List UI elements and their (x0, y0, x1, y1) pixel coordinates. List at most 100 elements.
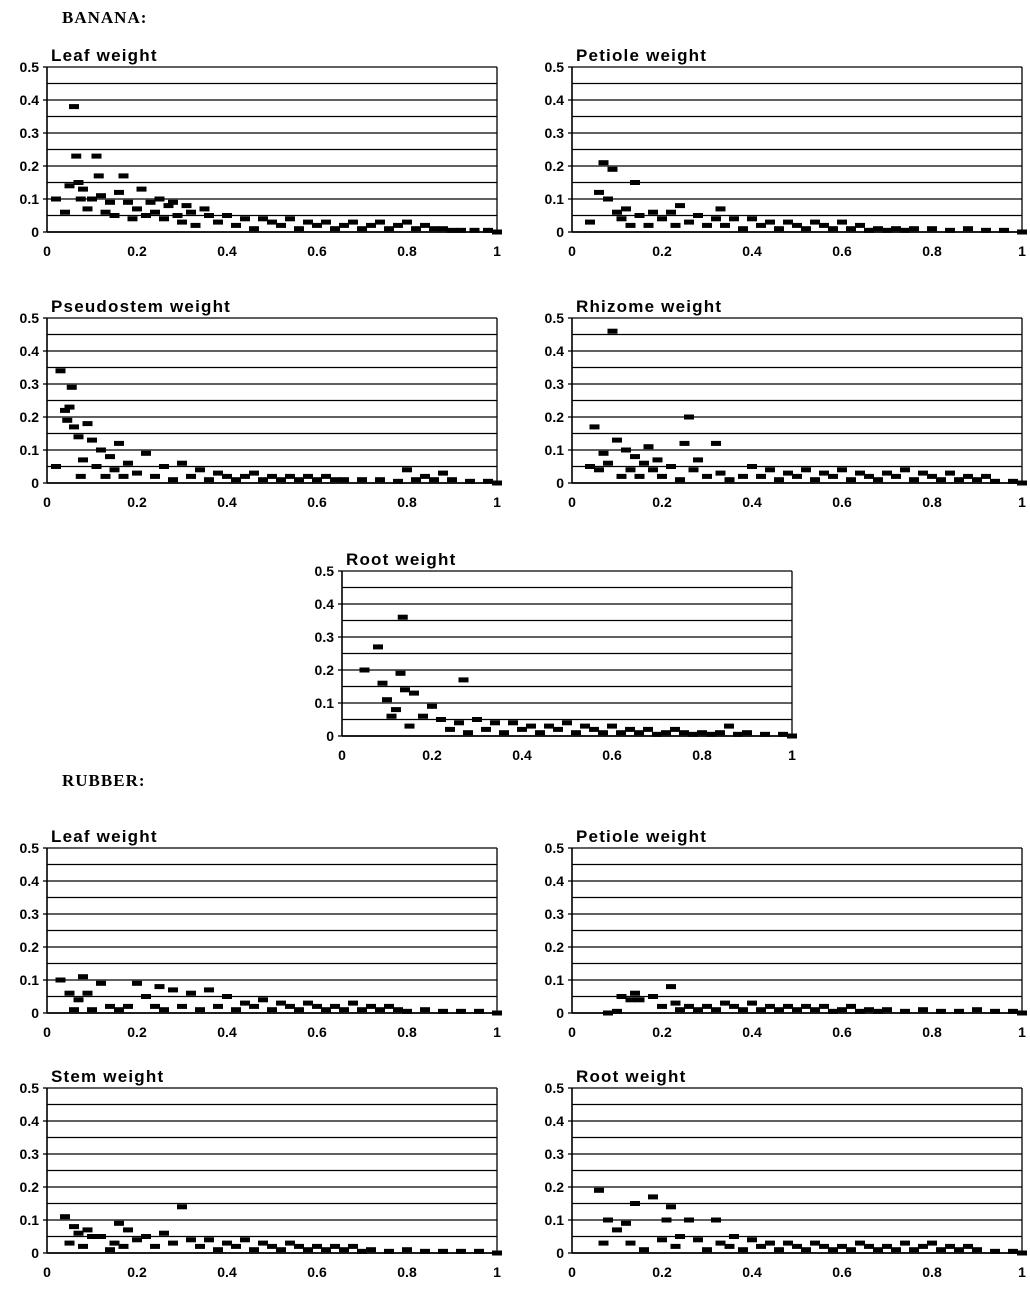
data-point (285, 1004, 295, 1009)
data-point (447, 228, 457, 233)
data-point (626, 997, 636, 1002)
data-point (258, 1241, 268, 1246)
data-point (445, 727, 455, 732)
y-tick-label: 0.3 (20, 1146, 40, 1162)
data-point (585, 464, 595, 469)
data-point (666, 1204, 676, 1209)
data-point (438, 1249, 448, 1254)
data-point (1017, 481, 1027, 486)
y-tick-label: 0.5 (20, 310, 40, 326)
data-point (339, 1007, 349, 1012)
data-point (616, 730, 626, 735)
y-tick-label: 0 (556, 1245, 564, 1261)
data-point (76, 474, 86, 479)
y-tick-label: 0.1 (20, 1212, 40, 1228)
data-point (626, 223, 636, 228)
data-point (711, 1007, 721, 1012)
data-point (411, 226, 421, 231)
data-point (648, 1194, 658, 1199)
data-point (571, 730, 581, 735)
data-point (393, 1007, 403, 1012)
data-point (132, 1237, 142, 1242)
data-point (599, 1241, 609, 1246)
data-point (828, 1009, 838, 1014)
data-point (249, 1004, 259, 1009)
data-point (675, 1007, 685, 1012)
data-point (738, 226, 748, 231)
data-point (648, 467, 658, 472)
data-point (492, 1251, 502, 1256)
data-point (617, 474, 627, 479)
data-point (418, 714, 428, 719)
data-point (662, 1218, 672, 1223)
data-point (608, 329, 618, 334)
data-point (429, 226, 439, 231)
x-tick-label: 0.6 (307, 1024, 327, 1040)
data-point (348, 1001, 358, 1006)
y-tick-label: 0.2 (20, 409, 40, 425)
chart-title: Root weight (576, 1067, 686, 1086)
data-point (339, 1247, 349, 1252)
data-point (267, 220, 277, 225)
data-point (321, 220, 331, 225)
data-point (231, 223, 241, 228)
data-point (105, 1004, 115, 1009)
data-point (177, 461, 187, 466)
data-point (132, 206, 142, 211)
data-point (1008, 1009, 1018, 1014)
data-point (828, 474, 838, 479)
x-tick-label: 0.4 (217, 1264, 237, 1280)
chart-svg: Petiole weight 0.5 0.4 0.3 0.2 0.1 00 0.2 0.4 0.6… (530, 826, 1030, 1051)
y-tick-label: 0.2 (315, 662, 335, 678)
data-point (918, 1244, 928, 1249)
x-tick-label: 0.4 (742, 243, 762, 259)
data-point (438, 1009, 448, 1014)
data-point (474, 1009, 484, 1014)
data-point (366, 1004, 376, 1009)
chart-title: Stem weight (51, 1067, 164, 1086)
data-point (774, 226, 784, 231)
data-point (716, 471, 726, 476)
data-point (51, 464, 61, 469)
data-point (599, 451, 609, 456)
data-point (585, 220, 595, 225)
data-point (765, 1241, 775, 1246)
data-point (990, 1009, 1000, 1014)
x-tick-label: 0.4 (217, 494, 237, 510)
y-tick-label: 0.5 (20, 840, 40, 856)
data-point (837, 1244, 847, 1249)
data-point (936, 477, 946, 482)
data-point (652, 732, 662, 737)
data-point (666, 984, 676, 989)
data-point (954, 1247, 964, 1252)
y-tick-label: 0.2 (545, 409, 565, 425)
data-point (71, 154, 81, 159)
data-point (92, 154, 102, 159)
data-point (927, 1241, 937, 1246)
data-point (891, 226, 901, 231)
x-tick-label: 0 (568, 1024, 576, 1040)
data-point (294, 1007, 304, 1012)
data-point (339, 477, 349, 482)
data-point (864, 1007, 874, 1012)
data-point (173, 213, 183, 218)
data-point (78, 187, 88, 192)
data-point (87, 438, 97, 443)
x-tick-label: 0 (43, 243, 51, 259)
x-tick-label: 0.8 (397, 1024, 417, 1040)
data-point (65, 1241, 75, 1246)
data-point (470, 228, 480, 233)
data-point (69, 104, 79, 109)
data-point (87, 197, 97, 202)
x-tick-label: 0.2 (652, 243, 672, 259)
x-tick-label: 0.8 (922, 1264, 942, 1280)
data-point (882, 228, 892, 233)
data-point (62, 418, 72, 423)
y-tick-label: 0.3 (545, 1146, 565, 1162)
data-point (132, 471, 142, 476)
x-tick-label: 0.2 (652, 1264, 672, 1280)
data-point (671, 1244, 681, 1249)
data-point (396, 671, 406, 676)
data-point (240, 474, 250, 479)
data-point (447, 477, 457, 482)
